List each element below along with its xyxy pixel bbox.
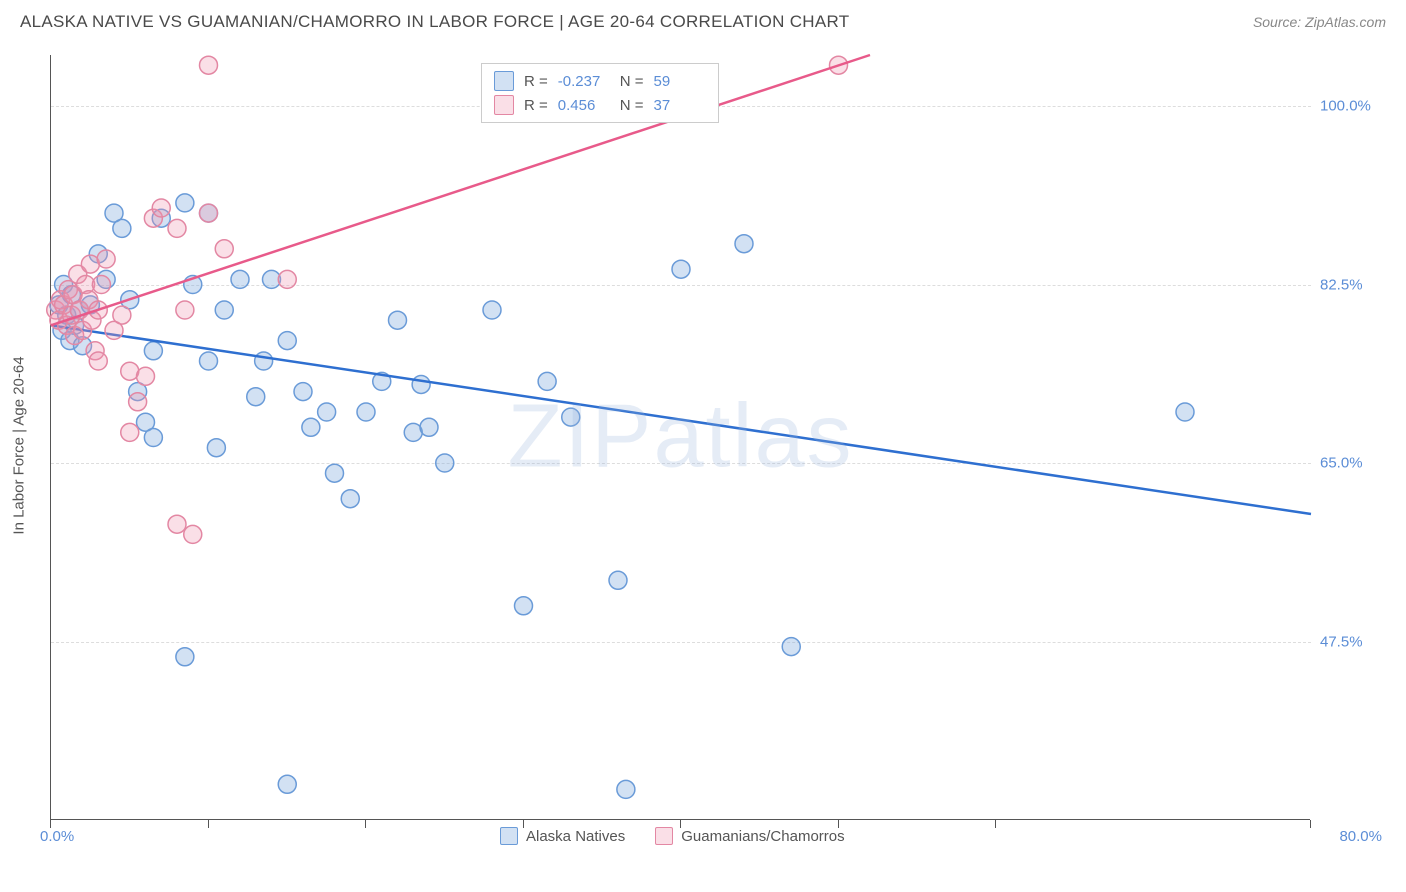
data-point bbox=[255, 352, 273, 370]
chart-title: ALASKA NATIVE VS GUAMANIAN/CHAMORRO IN L… bbox=[20, 12, 849, 32]
legend-label-blue: Alaska Natives bbox=[526, 828, 625, 845]
data-point bbox=[215, 301, 233, 319]
trend-line bbox=[51, 55, 870, 325]
data-point bbox=[200, 204, 218, 222]
data-point bbox=[1176, 403, 1194, 421]
stats-n-pink: 37 bbox=[654, 97, 706, 114]
data-point bbox=[515, 597, 533, 615]
legend-label-pink: Guamanians/Chamorros bbox=[681, 828, 844, 845]
x-min-label: 0.0% bbox=[40, 828, 74, 845]
y-tick-label: 65.0% bbox=[1320, 455, 1363, 472]
data-point bbox=[389, 311, 407, 329]
stats-row-pink: R = 0.456 N = 37 bbox=[494, 93, 706, 117]
data-point bbox=[129, 393, 147, 411]
chart-source: Source: ZipAtlas.com bbox=[1253, 14, 1386, 30]
data-point bbox=[144, 429, 162, 447]
data-point bbox=[782, 638, 800, 656]
data-point bbox=[609, 571, 627, 589]
x-max-label: 80.0% bbox=[1339, 828, 1382, 845]
y-tick-label: 82.5% bbox=[1320, 276, 1363, 293]
y-axis-title: In Labor Force | Age 20-64 bbox=[11, 356, 28, 534]
data-point bbox=[207, 439, 225, 457]
plot-area: In Labor Force | Age 20-64 ZIPatlas R = … bbox=[50, 55, 1310, 820]
data-point bbox=[538, 372, 556, 390]
data-point bbox=[318, 403, 336, 421]
data-point bbox=[412, 375, 430, 393]
data-point bbox=[176, 648, 194, 666]
data-point bbox=[168, 515, 186, 533]
y-tick-label: 100.0% bbox=[1320, 98, 1371, 115]
data-point bbox=[294, 383, 312, 401]
data-point bbox=[184, 525, 202, 543]
data-point bbox=[92, 276, 110, 294]
data-point bbox=[617, 780, 635, 798]
data-point bbox=[357, 403, 375, 421]
x-tick bbox=[995, 820, 996, 828]
data-point bbox=[113, 219, 131, 237]
data-point bbox=[278, 332, 296, 350]
data-point bbox=[672, 260, 690, 278]
data-point bbox=[200, 352, 218, 370]
stats-n-label: N = bbox=[620, 73, 644, 90]
data-point bbox=[168, 219, 186, 237]
data-point bbox=[562, 408, 580, 426]
x-tick bbox=[208, 820, 209, 828]
legend-swatch-blue bbox=[500, 827, 518, 845]
data-point bbox=[152, 199, 170, 217]
stats-r-blue: -0.237 bbox=[558, 73, 610, 90]
data-point bbox=[247, 388, 265, 406]
chart-header: ALASKA NATIVE VS GUAMANIAN/CHAMORRO IN L… bbox=[0, 0, 1406, 40]
stats-r-pink: 0.456 bbox=[558, 97, 610, 114]
data-point bbox=[97, 250, 115, 268]
stats-n-blue: 59 bbox=[654, 73, 706, 90]
chart-container: In Labor Force | Age 20-64 ZIPatlas R = … bbox=[50, 55, 1380, 820]
data-point bbox=[420, 418, 438, 436]
data-point bbox=[200, 56, 218, 74]
data-point bbox=[436, 454, 454, 472]
y-tick-label: 47.5% bbox=[1320, 633, 1363, 650]
data-point bbox=[278, 775, 296, 793]
data-point bbox=[144, 342, 162, 360]
stats-row-blue: R = -0.237 N = 59 bbox=[494, 69, 706, 93]
data-point bbox=[89, 352, 107, 370]
data-point bbox=[176, 301, 194, 319]
stats-r-label: R = bbox=[524, 73, 548, 90]
stats-n-label-2: N = bbox=[620, 97, 644, 114]
data-point bbox=[121, 423, 139, 441]
data-point bbox=[231, 270, 249, 288]
data-point bbox=[278, 270, 296, 288]
data-point bbox=[113, 306, 131, 324]
legend-swatch-pink bbox=[655, 827, 673, 845]
data-point bbox=[137, 367, 155, 385]
swatch-blue bbox=[494, 71, 514, 91]
legend-item-pink: Guamanians/Chamorros bbox=[655, 827, 844, 845]
data-point bbox=[302, 418, 320, 436]
data-point bbox=[341, 490, 359, 508]
x-tick bbox=[1310, 820, 1311, 828]
trend-line bbox=[51, 325, 1311, 514]
stats-r-label-2: R = bbox=[524, 97, 548, 114]
scatter-plot bbox=[51, 55, 1311, 820]
data-point bbox=[215, 240, 233, 258]
data-point bbox=[735, 235, 753, 253]
data-point bbox=[176, 194, 194, 212]
x-legend: Alaska Natives Guamanians/Chamorros bbox=[500, 827, 845, 845]
x-tick bbox=[50, 820, 51, 828]
stats-legend-box: R = -0.237 N = 59 R = 0.456 N = 37 bbox=[481, 63, 719, 123]
legend-item-blue: Alaska Natives bbox=[500, 827, 625, 845]
data-point bbox=[483, 301, 501, 319]
swatch-pink bbox=[494, 95, 514, 115]
data-point bbox=[326, 464, 344, 482]
x-tick bbox=[365, 820, 366, 828]
